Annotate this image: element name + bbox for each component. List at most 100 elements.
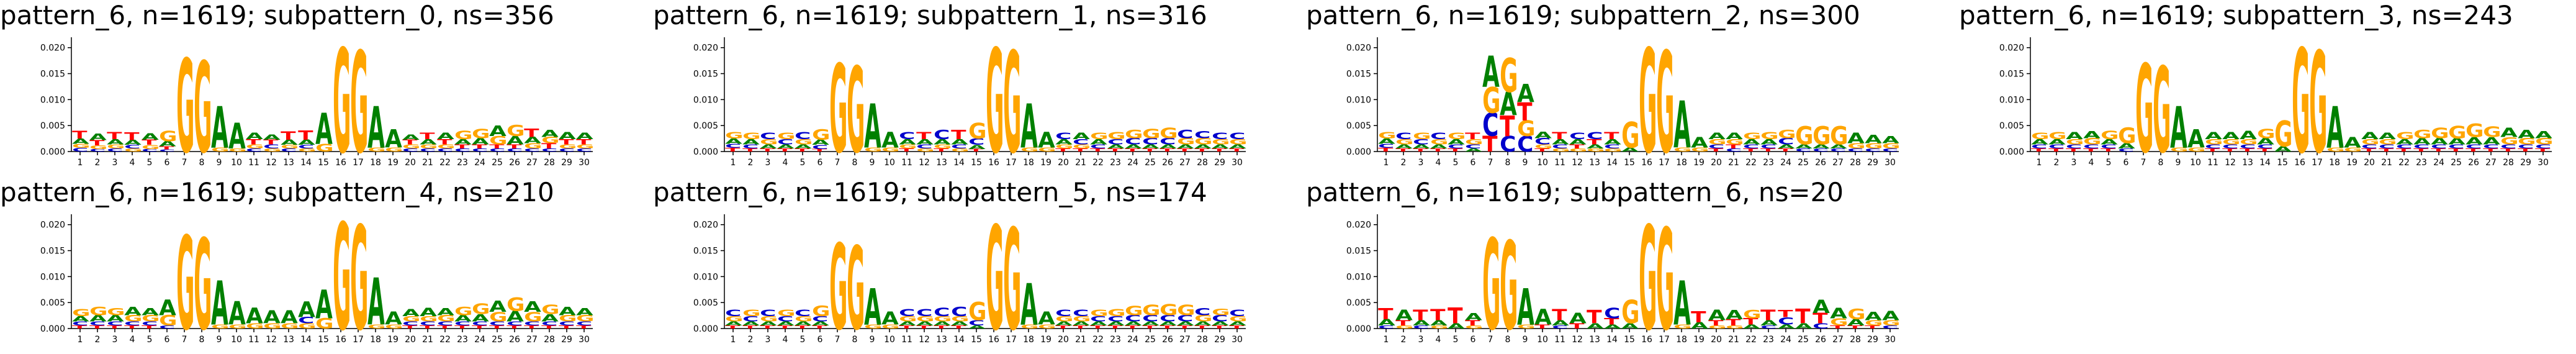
logo-letter-glyph: G (1160, 301, 1178, 319)
logo-letter-glyph: G (437, 314, 455, 324)
x-tick-label: 1 (78, 335, 83, 345)
logo-letter-G: G (1656, 200, 1674, 354)
logo-letter-glyph: G (246, 322, 264, 330)
logo-letter-glyph: G (1673, 324, 1691, 330)
logo-letter-A: A (1160, 320, 1178, 327)
logo-letter-G: G (1500, 217, 1518, 354)
logo-letter-C: C (2518, 143, 2534, 150)
x-tick-label: 7 (835, 335, 840, 345)
logo-letter-A: A (1378, 137, 1395, 145)
logo-letter-C: C (524, 320, 540, 327)
logo-letter-glyph: C (2205, 143, 2221, 150)
logo-letter-A: A (507, 134, 524, 147)
logo-letter-glyph: T (1552, 306, 1567, 324)
logo-letter-G: G (2483, 124, 2501, 141)
logo-letter-glyph: G (489, 309, 507, 324)
logo-letter-T: T (1073, 325, 1088, 330)
logo-letter-glyph: G (986, 20, 1004, 186)
logo-letter-G: G (1482, 212, 1500, 354)
logo-letter-A: A (2500, 125, 2518, 140)
logo-letter-glyph: T (2066, 148, 2081, 153)
logo-letter-T: T (2101, 148, 2116, 153)
logo-letter-glyph: A (246, 304, 263, 329)
logo-letter-glyph: C (472, 320, 488, 327)
logo-letter-G: G (1465, 138, 1483, 146)
logo-letter-G: G (1090, 132, 1108, 142)
logo-letter-glyph: T (1708, 148, 1724, 153)
logo-letter-glyph: T (142, 325, 157, 330)
logo-letter-glyph: A (385, 124, 402, 153)
logo-letter-glyph: C (1413, 138, 1429, 146)
x-tick-label: 30 (2538, 158, 2549, 168)
logo-letter-C: C (1708, 143, 1724, 150)
x-tick-label: 23 (457, 158, 468, 168)
logo-letter-glyph: G (176, 210, 194, 354)
logo-letter-G: G (1378, 131, 1396, 141)
logo-letter-G: G (881, 147, 899, 153)
logo-letter-G: G (402, 315, 420, 323)
logo-letter-T: T (1604, 317, 1619, 327)
logo-letter-A: A (1621, 322, 1639, 330)
x-tick-label: 3 (112, 335, 118, 345)
logo-letter-T: T (1160, 325, 1175, 330)
logo-letter-G: G (2083, 137, 2101, 147)
logo-letter-T: T (1830, 325, 1845, 330)
logo-letter-glyph: A (1107, 320, 1125, 327)
logo-letter-glyph: G (1760, 130, 1778, 142)
logo-letter-G: G (1517, 324, 1535, 330)
logo-letter-glyph: A (1691, 321, 1708, 331)
logo-letter-C: C (968, 137, 984, 147)
logo-letter-glyph: A (1621, 147, 1639, 153)
logo-letter-glyph: C (1778, 137, 1794, 147)
logo-letter-G: G (124, 314, 142, 324)
logo-letter-glyph: T (725, 325, 741, 330)
logo-letter-T: T (795, 325, 810, 330)
logo-letter-glyph: T (1090, 148, 1106, 153)
logo-letter-glyph: A (1142, 320, 1160, 327)
logo-letter-G: G (812, 303, 830, 320)
logo-letter-G: G (881, 324, 899, 330)
x-tick-label: 21 (2381, 158, 2392, 168)
logo-letter-glyph: C (402, 148, 418, 153)
logo-letter-C: C (1194, 306, 1210, 317)
logo-letter-glyph: G (385, 324, 403, 330)
logo-letter-glyph: G (1020, 324, 1038, 330)
logo-letter-glyph: C (934, 306, 950, 319)
logo-letter-glyph: C (1517, 132, 1533, 157)
logo-letter-glyph: G (2083, 137, 2101, 147)
logo-letter-A: A (1760, 319, 1778, 327)
logo-letter-glyph: G (2048, 130, 2066, 142)
logo-letter-glyph: C (1726, 148, 1742, 153)
x-tick-label: 9 (217, 158, 222, 168)
logo-letter-glyph: T (2500, 148, 2516, 153)
logo-letter-T: T (1125, 148, 1140, 153)
logo-letter-G: G (1055, 315, 1073, 323)
logo-letter-T: T (2257, 148, 2272, 153)
logo-letter-glyph: A (1604, 138, 1621, 146)
x-tick-label: 21 (1075, 158, 1086, 168)
logo-letter-glyph: C (1604, 143, 1620, 150)
logo-letter-glyph: T (159, 146, 174, 151)
logo-letter-C: C (263, 143, 279, 150)
x-tick-label: 22 (1092, 158, 1104, 168)
logo-letter-glyph: C (2483, 143, 2499, 150)
logo-letter-A: A (1604, 324, 1622, 330)
logo-letter-glyph: T (420, 325, 435, 330)
logo-letter-glyph: G (89, 145, 107, 150)
logo-letter-glyph: T (437, 325, 453, 330)
logo-letter-C: C (1534, 137, 1551, 147)
x-tick-label: 23 (1763, 335, 1774, 345)
logo-letter-C: C (1882, 148, 1898, 153)
logo-letter-glyph: A (124, 139, 142, 147)
logo-letter-T: T (742, 325, 758, 330)
logo-letter-A: A (159, 140, 176, 148)
logo-letter-C: C (576, 320, 592, 327)
logo-letter-glyph: C (795, 130, 811, 142)
x-tick-label: 9 (217, 335, 222, 345)
logo-letter-T: T (1465, 132, 1480, 142)
logo-letter-glyph: G (1847, 306, 1865, 323)
logo-letter-glyph: C (777, 315, 793, 323)
logo-letter-T: T (2205, 148, 2220, 153)
x-tick-label: 30 (1232, 158, 1243, 168)
